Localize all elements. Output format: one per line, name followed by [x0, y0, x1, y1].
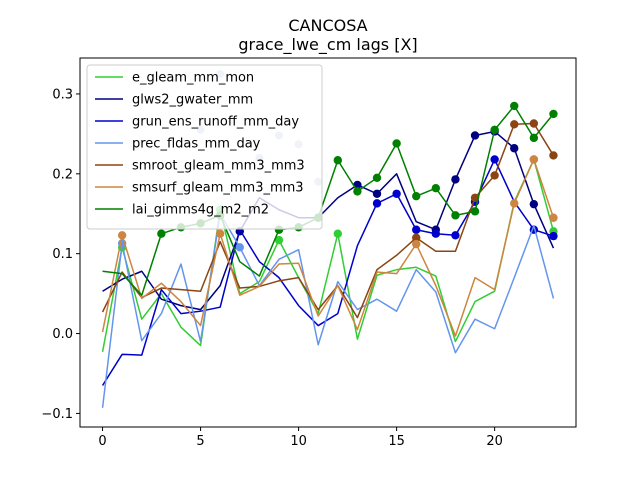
legend-label-grun_ens_runoff_mm_day: grun_ens_runoff_mm_day [132, 115, 299, 130]
x-tick-label-20: 20 [486, 434, 503, 449]
legend-label-smroot_gleam_mm3_mm3: smroot_gleam_mm3_mm3 [132, 159, 305, 174]
legend-label-prec_fldas_mm_day: prec_fldas_mm_day [132, 137, 261, 152]
series-point-glws2_gwater_mm-18 [451, 175, 460, 184]
legend-label-e_gleam_mm_mon: e_gleam_mm_mon [132, 71, 254, 86]
series-point-smsurf_gleam_mm3_mm3-22 [529, 155, 539, 164]
series-point-lai_gimms4g_m2_m2-17 [431, 183, 441, 193]
series-point-smroot_gleam_mm3_mm3-16 [412, 233, 421, 242]
series-point-grun_ens_runoff_mm_day-16 [412, 225, 421, 234]
legend-label-lai_gimms4g_m2_m2: lai_gimms4g_m2_m2 [132, 203, 269, 218]
series-point-prec_fldas_mm_day-7 [235, 243, 244, 252]
y-tick-label-0: −0.1 [41, 407, 73, 422]
chart-subtitle: grace_lwe_cm lags [X] [238, 35, 417, 55]
x-tick-label-15: 15 [388, 434, 405, 449]
series-point-e_gleam_mm_mon-9 [274, 235, 284, 245]
series-point-smsurf_gleam_mm3_mm3-23 [549, 213, 558, 222]
series-point-glws2_gwater_mm-14 [372, 189, 382, 198]
series-point-lai_gimms4g_m2_m2-14 [372, 173, 382, 183]
series-point-lai_gimms4g_m2_m2-3 [157, 229, 166, 238]
series-line-e_gleam_mm_mon [101, 158, 555, 353]
x-tick-label-0: 0 [98, 434, 106, 449]
series-point-lai_gimms4g_m2_m2-13 [353, 187, 362, 196]
series-point-smroot_gleam_mm3_mm3-23 [549, 151, 558, 160]
series-point-e_gleam_mm_mon-12 [333, 229, 343, 238]
series-point-lai_gimms4g_m2_m2-22 [529, 133, 539, 143]
series-line-prec_fldas_mm_day [101, 213, 555, 408]
series-point-lai_gimms4g_m2_m2-19 [470, 207, 480, 216]
x-tick-label-10: 10 [290, 434, 307, 449]
chart-title: CANCOSA [288, 16, 367, 35]
series-point-lai_gimms4g_m2_m2-18 [451, 211, 460, 220]
series-point-smsurf_gleam_mm3_mm3-21 [510, 199, 519, 208]
axes: 0 5 10 15 20 −0.1 0.0 0.1 0.2 0.3 [41, 57, 577, 449]
series-point-glws2_gwater_mm-19 [470, 131, 480, 140]
legend-label-smsurf_gleam_mm3_mm3: smsurf_gleam_mm3_mm3 [132, 181, 304, 196]
y-tick-label-3: 0.2 [52, 167, 73, 182]
series-point-lai_gimms4g_m2_m2-20 [490, 125, 499, 135]
series-point-grun_ens_runoff_mm_day-17 [431, 229, 441, 238]
series-point-smsurf_gleam_mm3_mm3-1 [117, 231, 127, 240]
series-point-lai_gimms4g_m2_m2-16 [412, 191, 421, 201]
series-point-glws2_gwater_mm-21 [510, 144, 519, 153]
series-point-grun_ens_runoff_mm_day-18 [451, 231, 460, 240]
y-tick-label-1: 0.0 [52, 327, 73, 342]
series-point-smsurf_gleam_mm3_mm3-16 [412, 239, 421, 249]
series-point-smsurf_gleam_mm3_mm3-6 [215, 229, 225, 238]
series-point-grun_ens_runoff_mm_day-23 [549, 231, 558, 241]
x-tick-label-5: 5 [196, 434, 204, 449]
series-point-grun_ens_runoff_mm_day-20 [490, 155, 499, 164]
legend: e_gleam_mm_mon glws2_gwater_mm grun_ens_ru… [86, 64, 323, 230]
series-point-lai_gimms4g_m2_m2-12 [333, 156, 343, 165]
y-tick-label-2: 0.1 [52, 247, 73, 262]
series-line-smsurf_gleam_mm3_mm3 [101, 158, 555, 337]
series-point-smroot_gleam_mm3_mm3-22 [529, 119, 539, 128]
series-point-grun_ens_runoff_mm_day-14 [372, 199, 382, 208]
legend-label-glws2_gwater_mm: glws2_gwater_mm [132, 93, 253, 108]
series-point-lai_gimms4g_m2_m2-23 [549, 109, 558, 119]
y-tick-label-4: 0.3 [52, 87, 73, 102]
series-point-glws2_gwater_mm-22 [529, 199, 539, 209]
series-point-lai_gimms4g_m2_m2-21 [510, 101, 519, 111]
series-line-smroot_gleam_mm3_mm3 [101, 122, 555, 319]
series-point-smroot_gleam_mm3_mm3-21 [510, 120, 519, 129]
series-point-lai_gimms4g_m2_m2-15 [392, 139, 401, 148]
series-point-smroot_gleam_mm3_mm3-20 [490, 171, 499, 180]
legend-box [86, 64, 323, 230]
plot-frame [79, 57, 577, 428]
series-point-grun_ens_runoff_mm_day-15 [392, 189, 401, 198]
